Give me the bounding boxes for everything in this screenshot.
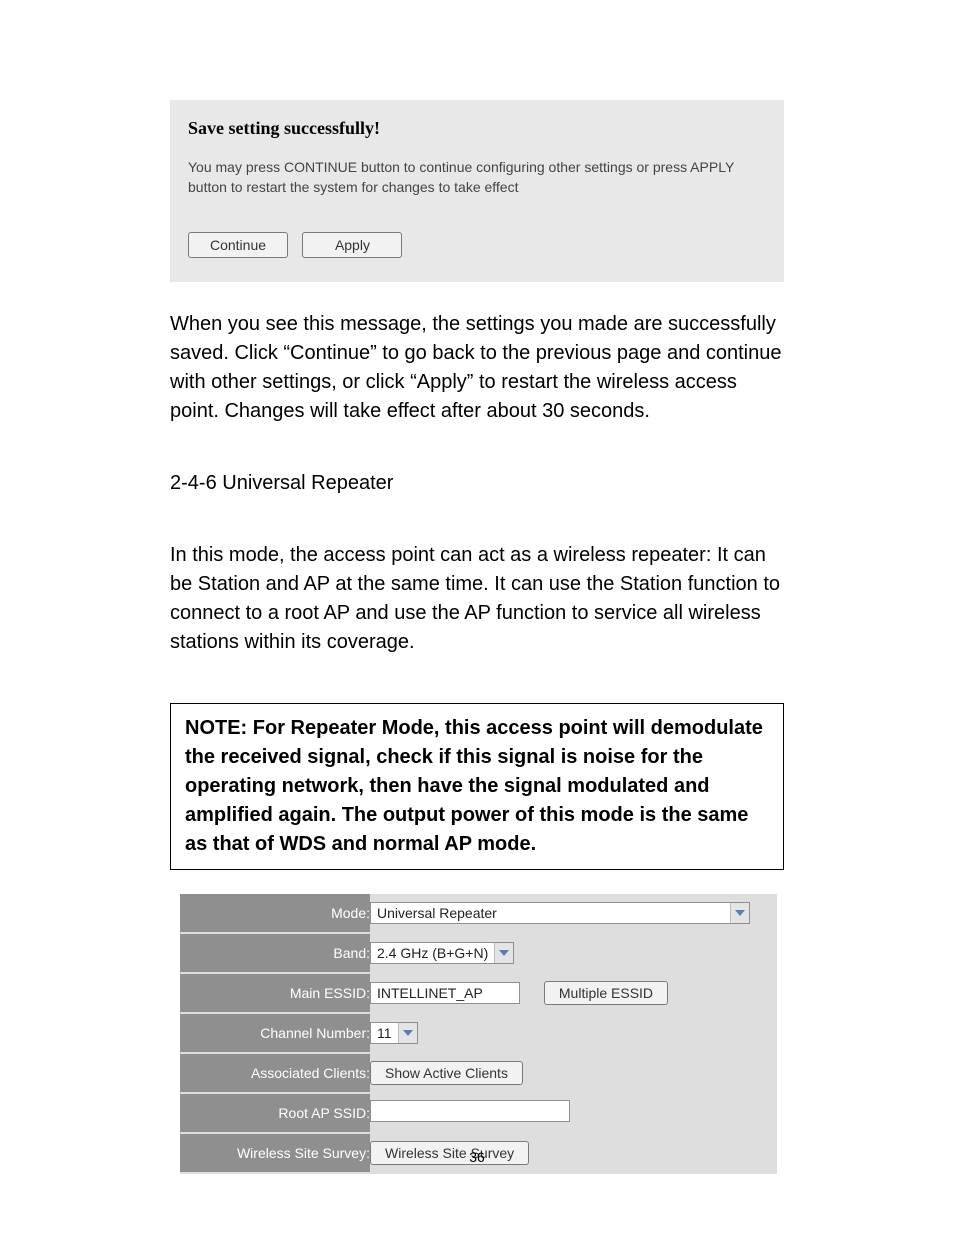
row-associated-clients: Associated Clients: Show Active Clients <box>180 1053 777 1093</box>
label-channel: Channel Number: <box>180 1013 370 1053</box>
page-number: 36 <box>0 1149 954 1165</box>
mode-select-value: Universal Repeater <box>371 905 730 921</box>
continue-button[interactable]: Continue <box>188 232 288 258</box>
value-channel: 11 <box>370 1013 777 1053</box>
band-select[interactable]: 2.4 GHz (B+G+N) <box>370 942 514 964</box>
explanation-paragraph-2: In this mode, the access point can act a… <box>170 541 784 657</box>
note-box: NOTE: For Repeater Mode, this access poi… <box>170 703 784 870</box>
label-band: Band: <box>180 933 370 973</box>
show-active-clients-button[interactable]: Show Active Clients <box>370 1061 523 1085</box>
row-channel: Channel Number: 11 <box>180 1013 777 1053</box>
apply-button[interactable]: Apply <box>302 232 402 258</box>
value-mode: Universal Repeater <box>370 894 777 933</box>
mode-select[interactable]: Universal Repeater <box>370 902 750 924</box>
row-main-essid: Main ESSID: INTELLINET_AP Multiple ESSID <box>180 973 777 1013</box>
label-associated-clients: Associated Clients: <box>180 1053 370 1093</box>
value-band: 2.4 GHz (B+G+N) <box>370 933 777 973</box>
value-root-ap-ssid <box>370 1093 777 1133</box>
label-main-essid: Main ESSID: <box>180 973 370 1013</box>
save-buttons-row: Continue Apply <box>188 232 766 258</box>
settings-table: Mode: Universal Repeater Band: 2.4 GHz (… <box>180 894 777 1174</box>
section-heading: 2-4-6 Universal Repeater <box>170 472 784 495</box>
root-ap-ssid-input[interactable] <box>370 1100 570 1122</box>
row-root-ap-ssid: Root AP SSID: <box>180 1093 777 1133</box>
main-essid-input[interactable]: INTELLINET_AP <box>370 982 520 1004</box>
save-success-panel: Save setting successfully! You may press… <box>170 100 784 282</box>
save-success-title: Save setting successfully! <box>188 118 766 139</box>
chevron-down-icon <box>730 903 749 923</box>
band-select-value: 2.4 GHz (B+G+N) <box>371 945 494 961</box>
row-mode: Mode: Universal Repeater <box>180 894 777 933</box>
save-success-description: You may press CONTINUE button to continu… <box>188 157 766 198</box>
label-mode: Mode: <box>180 894 370 933</box>
explanation-paragraph-1: When you see this message, the settings … <box>170 310 784 426</box>
label-root-ap-ssid: Root AP SSID: <box>180 1093 370 1133</box>
channel-select[interactable]: 11 <box>370 1022 418 1044</box>
value-associated-clients: Show Active Clients <box>370 1053 777 1093</box>
multiple-essid-button[interactable]: Multiple ESSID <box>544 981 668 1005</box>
row-band: Band: 2.4 GHz (B+G+N) <box>180 933 777 973</box>
channel-select-value: 11 <box>371 1025 398 1041</box>
page: Save setting successfully! You may press… <box>0 0 954 1235</box>
value-main-essid: INTELLINET_AP Multiple ESSID <box>370 973 777 1013</box>
chevron-down-icon <box>398 1023 417 1043</box>
chevron-down-icon <box>494 943 513 963</box>
